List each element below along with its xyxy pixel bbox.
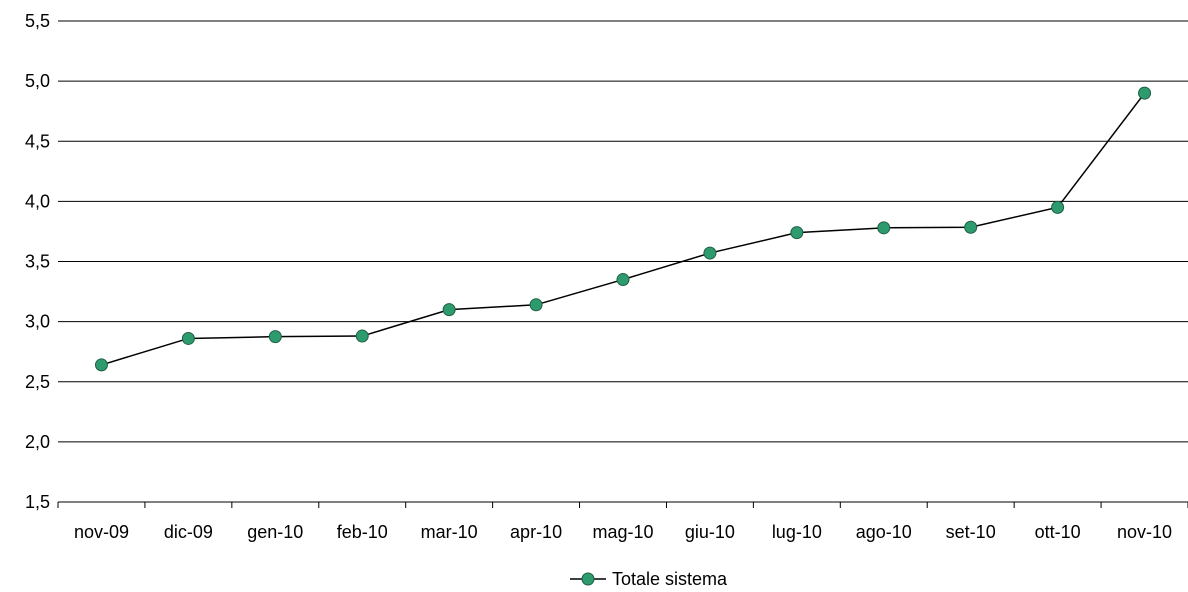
gridlines: [58, 20, 1188, 443]
data-point: [790, 226, 804, 240]
x-tick-label: mag-10: [592, 522, 653, 542]
x-tick-label: nov-10: [1117, 522, 1172, 542]
y-tick-label: 5,0: [25, 71, 50, 91]
x-tick-label: set-10: [946, 522, 996, 542]
data-point: [355, 329, 369, 343]
y-tick-label: 2,0: [25, 432, 50, 452]
series-layer: [94, 86, 1152, 372]
y-tick-label: 4,0: [25, 191, 50, 211]
data-point: [1138, 86, 1152, 100]
data-point: [703, 246, 717, 260]
x-tick-label: mar-10: [421, 522, 478, 542]
x-tick-label: ago-10: [856, 522, 912, 542]
legend-label: Totale sistema: [612, 569, 728, 589]
y-tick-label: 3,5: [25, 252, 50, 272]
data-point: [616, 273, 630, 287]
x-tick-label: gen-10: [247, 522, 303, 542]
y-tick-label: 2,5: [25, 372, 50, 392]
y-tick-label: 4,5: [25, 131, 50, 151]
y-tick-label: 3,0: [25, 312, 50, 332]
data-point: [529, 298, 543, 312]
x-tick-label: feb-10: [337, 522, 388, 542]
data-point: [964, 220, 978, 234]
x-tick-label: lug-10: [772, 522, 822, 542]
data-point: [94, 358, 108, 372]
legend: Totale sistema: [570, 569, 728, 589]
x-tick-label: dic-09: [164, 522, 213, 542]
y-tick-label: 1,5: [25, 492, 50, 512]
y-axis: 1,5 2,0 2,5 3,0 3,5 4,0 4,5 5,0 5,5: [25, 11, 50, 512]
series-line: [101, 92, 1146, 366]
data-point: [1051, 200, 1065, 214]
data-point: [877, 221, 891, 235]
x-tick-label: apr-10: [510, 522, 562, 542]
x-tick-label: giu-10: [685, 522, 735, 542]
x-tick-label: ott-10: [1035, 522, 1081, 542]
data-point: [268, 330, 282, 344]
legend-marker-swatch: [581, 572, 595, 586]
data-point: [442, 303, 456, 317]
x-axis: nov-09 dic-09 gen-10 feb-10 mar-10 apr-10 mag-…: [57, 501, 1188, 542]
x-tick-label: nov-09: [74, 522, 129, 542]
data-point: [181, 331, 195, 345]
y-tick-label: 5,5: [25, 11, 50, 31]
